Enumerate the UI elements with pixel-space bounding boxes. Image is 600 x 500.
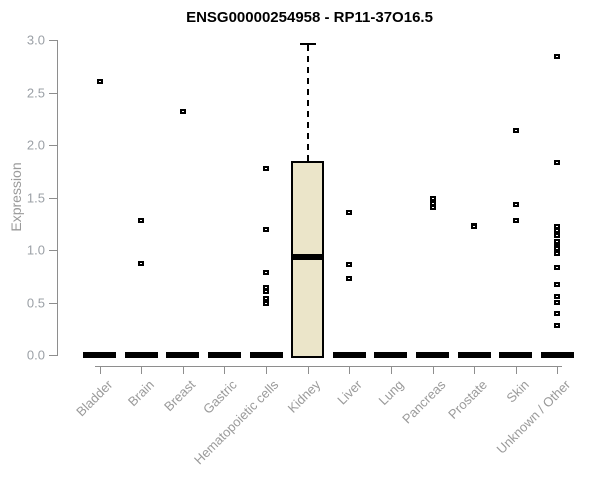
x-tick-mark (474, 367, 476, 374)
outlier-point-hematopoietic-cells (263, 166, 270, 171)
chart-title: ENSG00000254958 - RP11-37O16.5 (186, 9, 433, 26)
x-tick-label-brain: Brain (124, 377, 157, 410)
outlier-point-bladder (96, 79, 103, 84)
y-tick-label: 2.5 (26, 85, 45, 100)
outlier-point-breast (179, 109, 186, 114)
x-tick-mark (307, 367, 309, 374)
outlier-point-hematopoietic-cells (263, 296, 270, 301)
x-tick-label-lung: Lung (375, 377, 407, 409)
outlier-point-liver (346, 276, 353, 281)
y-axis-line (57, 40, 58, 356)
y-tick-mark (49, 302, 57, 304)
collapsed-box-hematopoietic-cells (249, 352, 283, 358)
outlier-point-unknown-other (554, 294, 561, 299)
y-tick-mark (49, 250, 57, 251)
outlier-point-liver (346, 210, 353, 215)
y-tick-label: 0.5 (26, 295, 45, 310)
x-tick-mark (432, 367, 434, 374)
y-tick-mark (49, 145, 57, 146)
x-tick-mark (557, 367, 559, 374)
collapsed-box-bladder (83, 352, 117, 358)
collapsed-box-unknown-other (540, 352, 574, 358)
outlier-point-unknown-other (554, 251, 561, 256)
outlier-point-hematopoietic-cells (263, 270, 270, 275)
collapsed-box-breast (166, 352, 200, 358)
outlier-point-unknown-other (554, 265, 561, 270)
collapsed-box-skin (499, 352, 533, 358)
outlier-point-unknown-other (554, 282, 561, 287)
outlier-point-unknown-other (554, 239, 561, 244)
x-tick-label-pancreas: Pancreas (398, 377, 449, 427)
y-tick-label: 3.0 (26, 32, 45, 48)
outlier-point-skin (512, 218, 519, 223)
x-tick-label-unknown-other: Unknown / Other (493, 377, 574, 457)
x-tick-mark (515, 367, 517, 374)
outlier-point-hematopoietic-cells (263, 301, 270, 306)
x-tick-mark (390, 367, 392, 374)
y-tick-label: 2.0 (26, 137, 45, 153)
x-tick-label-liver: Liver (334, 377, 365, 408)
median-line-kidney (291, 254, 325, 261)
outlier-point-unknown-other (554, 54, 561, 59)
outlier-point-unknown-other (554, 323, 561, 328)
collapsed-box-gastric (207, 352, 241, 358)
upper-whisker-cap-kidney (299, 43, 316, 46)
outlier-point-pancreas (429, 196, 436, 201)
outlier-point-unknown-other (554, 233, 561, 238)
collapsed-box-prostate (457, 352, 491, 358)
outlier-point-skin (512, 128, 519, 133)
outlier-point-prostate (471, 224, 478, 229)
x-tick-label-skin: Skin (502, 377, 532, 406)
outlier-point-unknown-other (554, 300, 561, 305)
x-axis-line (95, 366, 562, 367)
y-tick-mark (49, 355, 57, 356)
upper-whisker-kidney (306, 45, 309, 161)
outlier-point-brain (138, 218, 145, 223)
y-tick-mark (49, 40, 57, 41)
x-tick-mark (141, 367, 143, 374)
outlier-point-brain (138, 261, 145, 266)
y-tick-mark (49, 197, 57, 199)
x-tick-label-breast: Breast (161, 377, 199, 415)
x-tick-mark (99, 367, 101, 374)
x-tick-mark (266, 367, 268, 374)
outlier-point-unknown-other (554, 228, 561, 233)
outlier-point-unknown-other (554, 311, 561, 316)
y-tick-label: 0.0 (26, 347, 45, 363)
collapsed-box-lung (374, 352, 408, 358)
outlier-point-liver (346, 262, 353, 267)
x-tick-mark (224, 367, 226, 374)
collapsed-box-pancreas (416, 352, 450, 358)
outlier-point-hematopoietic-cells (263, 289, 270, 294)
outlier-point-unknown-other (554, 246, 561, 251)
y-tick-mark (49, 92, 57, 94)
outlier-point-hematopoietic-cells (263, 227, 270, 232)
x-tick-label-bladder: Bladder (72, 377, 116, 420)
y-tick-label: 1.5 (26, 190, 45, 205)
outlier-point-skin (512, 202, 519, 207)
x-tick-label-prostate: Prostate (444, 377, 490, 422)
collapsed-box-liver (332, 352, 366, 358)
x-tick-label-gastric: Gastric (200, 377, 241, 417)
x-tick-mark (182, 367, 184, 374)
x-tick-label-kidney: Kidney (284, 377, 324, 416)
x-tick-mark (349, 367, 351, 374)
y-tick-label: 1.0 (26, 242, 45, 258)
outlier-point-unknown-other (554, 160, 561, 165)
outlier-point-pancreas (429, 205, 436, 210)
collapsed-box-brain (124, 352, 158, 358)
